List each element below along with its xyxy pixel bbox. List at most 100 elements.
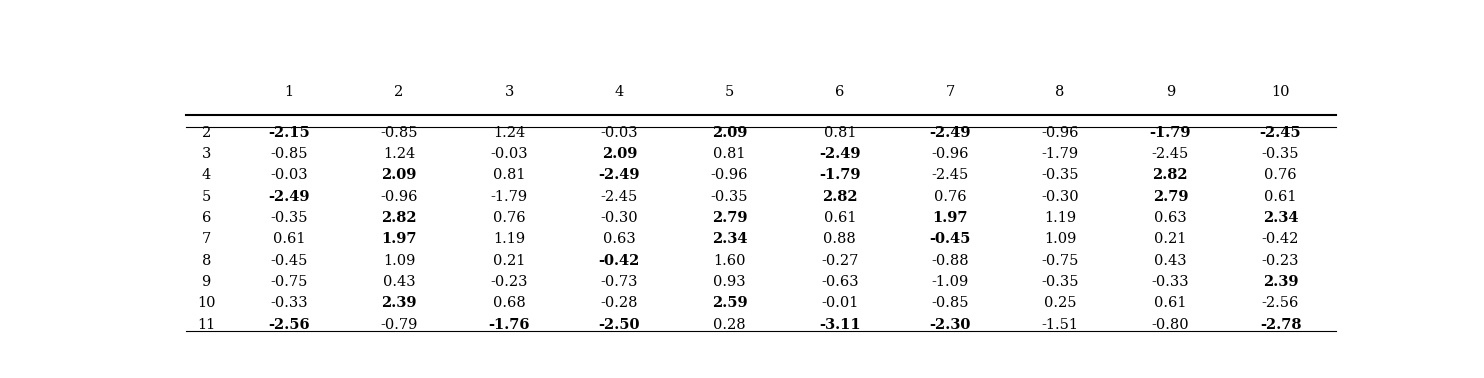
Text: -0.42: -0.42 [1261, 232, 1298, 246]
Text: -0.35: -0.35 [270, 211, 307, 225]
Text: 1.09: 1.09 [383, 254, 416, 268]
Text: 0.43: 0.43 [383, 275, 416, 289]
Text: 0.93: 0.93 [714, 275, 746, 289]
Text: -0.03: -0.03 [490, 147, 528, 161]
Text: 10: 10 [197, 296, 215, 310]
Text: -1.79: -1.79 [491, 190, 528, 204]
Text: -0.45: -0.45 [270, 254, 307, 268]
Text: 0.81: 0.81 [824, 125, 856, 140]
Text: -0.35: -0.35 [1261, 147, 1300, 161]
Text: 1.09: 1.09 [1043, 232, 1076, 246]
Text: 2: 2 [202, 125, 211, 140]
Text: 1.24: 1.24 [493, 125, 525, 140]
Text: 0.63: 0.63 [603, 232, 635, 246]
Text: -0.85: -0.85 [932, 296, 969, 310]
Text: 2.82: 2.82 [1153, 168, 1189, 182]
Text: -0.27: -0.27 [821, 254, 858, 268]
Text: 0.76: 0.76 [1264, 168, 1297, 182]
Text: 2.34: 2.34 [712, 232, 748, 246]
Text: -0.75: -0.75 [270, 275, 307, 289]
Text: -0.85: -0.85 [380, 125, 418, 140]
Text: 7: 7 [945, 85, 954, 99]
Text: 5: 5 [202, 190, 211, 204]
Text: -0.35: -0.35 [711, 190, 748, 204]
Text: 2.79: 2.79 [712, 211, 748, 225]
Text: 2.39: 2.39 [381, 296, 417, 310]
Text: 1.19: 1.19 [493, 232, 525, 246]
Text: 0.88: 0.88 [824, 232, 856, 246]
Text: 0.81: 0.81 [714, 147, 746, 161]
Text: -0.96: -0.96 [932, 147, 969, 161]
Text: 1: 1 [285, 85, 294, 99]
Text: -0.96: -0.96 [380, 190, 418, 204]
Text: 0.63: 0.63 [1155, 211, 1187, 225]
Text: 4: 4 [614, 85, 625, 99]
Text: -0.23: -0.23 [1261, 254, 1300, 268]
Text: 2.09: 2.09 [381, 168, 417, 182]
Text: 2.59: 2.59 [712, 296, 748, 310]
Text: -0.96: -0.96 [711, 168, 748, 182]
Text: -2.45: -2.45 [601, 190, 638, 204]
Text: 0.61: 0.61 [1155, 296, 1187, 310]
Text: 0.25: 0.25 [1043, 296, 1076, 310]
Text: 2.79: 2.79 [1153, 190, 1189, 204]
Text: 2.09: 2.09 [601, 147, 637, 161]
Text: 0.21: 0.21 [1155, 232, 1187, 246]
Text: 4: 4 [202, 168, 211, 182]
Text: 2.09: 2.09 [712, 125, 748, 140]
Text: -1.79: -1.79 [1042, 147, 1079, 161]
Text: -1.09: -1.09 [932, 275, 969, 289]
Text: -3.11: -3.11 [819, 318, 861, 332]
Text: -0.45: -0.45 [929, 232, 971, 246]
Text: -2.15: -2.15 [269, 125, 310, 140]
Text: -0.30: -0.30 [601, 211, 638, 225]
Text: 0.76: 0.76 [933, 190, 966, 204]
Text: 2.39: 2.39 [1263, 275, 1298, 289]
Text: -1.79: -1.79 [1150, 125, 1192, 140]
Text: 9: 9 [1166, 85, 1175, 99]
Text: -0.35: -0.35 [1042, 275, 1079, 289]
Text: 6: 6 [202, 211, 211, 225]
Text: -2.49: -2.49 [929, 125, 971, 140]
Text: 0.61: 0.61 [273, 232, 306, 246]
Text: 2.34: 2.34 [1263, 211, 1298, 225]
Text: -2.45: -2.45 [1260, 125, 1301, 140]
Text: -0.35: -0.35 [1042, 168, 1079, 182]
Text: 0.61: 0.61 [1264, 190, 1297, 204]
Text: -0.85: -0.85 [270, 147, 307, 161]
Text: -0.01: -0.01 [821, 296, 858, 310]
Text: -1.79: -1.79 [819, 168, 861, 182]
Text: -0.30: -0.30 [1042, 190, 1079, 204]
Text: 0.21: 0.21 [493, 254, 525, 268]
Text: -0.03: -0.03 [270, 168, 307, 182]
Text: 0.61: 0.61 [824, 211, 856, 225]
Text: -2.56: -2.56 [269, 318, 310, 332]
Text: 3: 3 [505, 85, 513, 99]
Text: -0.88: -0.88 [930, 254, 969, 268]
Text: -2.45: -2.45 [932, 168, 969, 182]
Text: 1.24: 1.24 [383, 147, 416, 161]
Text: 7: 7 [202, 232, 211, 246]
Text: -0.33: -0.33 [1152, 275, 1189, 289]
Text: -2.49: -2.49 [269, 190, 310, 204]
Text: -1.51: -1.51 [1042, 318, 1079, 332]
Text: -0.79: -0.79 [380, 318, 418, 332]
Text: 2.82: 2.82 [381, 211, 417, 225]
Text: -0.75: -0.75 [1042, 254, 1079, 268]
Text: 0.76: 0.76 [493, 211, 525, 225]
Text: -2.45: -2.45 [1152, 147, 1189, 161]
Text: -1.76: -1.76 [488, 318, 530, 332]
Text: -0.96: -0.96 [1042, 125, 1079, 140]
Text: -0.23: -0.23 [491, 275, 528, 289]
Text: 1.60: 1.60 [714, 254, 746, 268]
Text: 8: 8 [202, 254, 211, 268]
Text: 0.43: 0.43 [1155, 254, 1187, 268]
Text: -0.33: -0.33 [270, 296, 307, 310]
Text: -2.78: -2.78 [1260, 318, 1301, 332]
Text: -2.49: -2.49 [819, 147, 861, 161]
Text: 0.81: 0.81 [493, 168, 525, 182]
Text: -2.50: -2.50 [598, 318, 640, 332]
Text: 10: 10 [1272, 85, 1290, 99]
Text: 3: 3 [202, 147, 211, 161]
Text: 2.82: 2.82 [822, 190, 858, 204]
